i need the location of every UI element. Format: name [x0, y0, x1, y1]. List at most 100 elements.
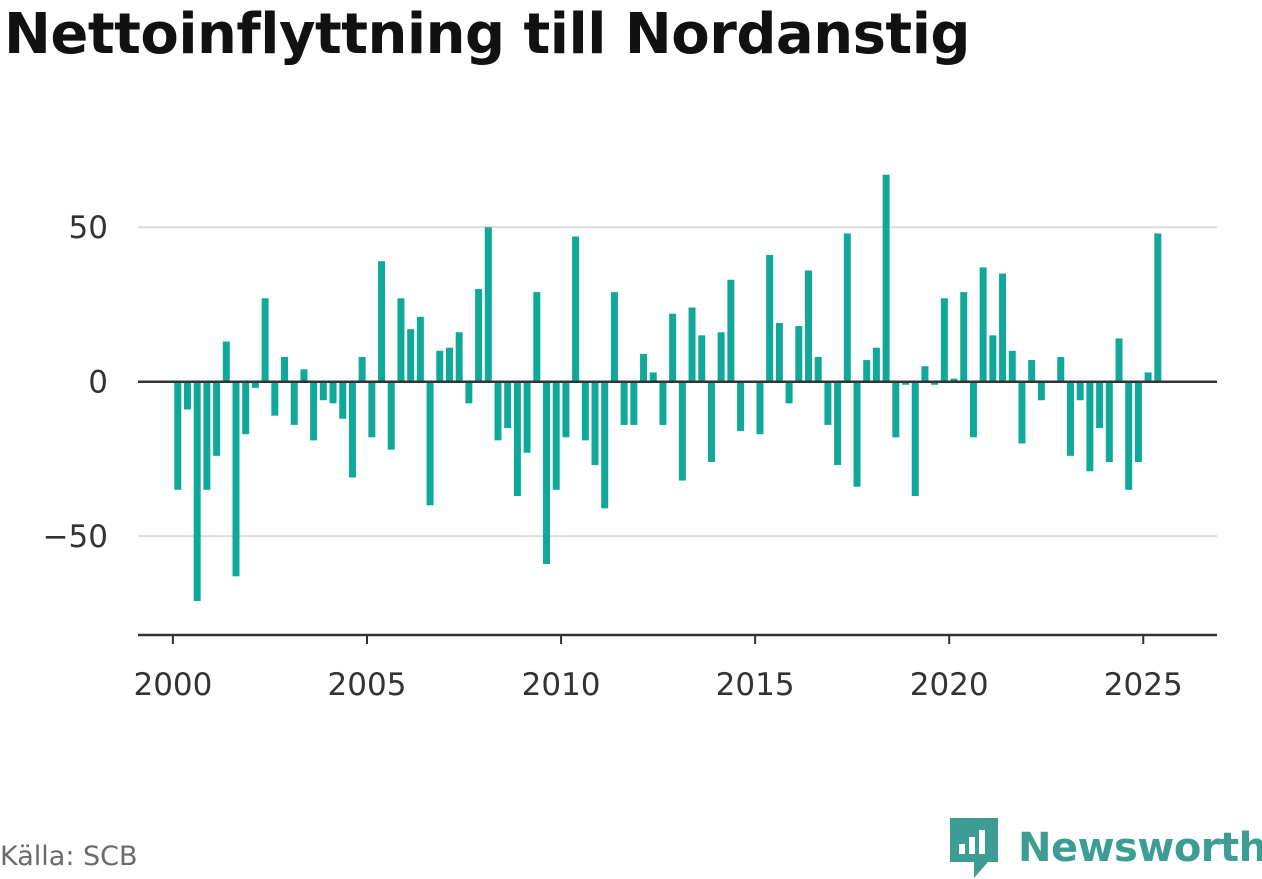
bar	[1144, 372, 1152, 382]
bar	[261, 298, 269, 382]
bar	[348, 381, 356, 478]
bar	[766, 255, 774, 382]
bar	[979, 267, 987, 382]
bar	[805, 270, 812, 382]
y-axis: 50 0 −50	[43, 210, 108, 555]
bar	[1008, 350, 1016, 382]
bar	[465, 381, 473, 404]
bar	[678, 381, 686, 481]
source-note: Källa: SCB	[0, 841, 138, 872]
bar	[911, 381, 919, 496]
bar	[281, 356, 289, 382]
bar	[756, 381, 764, 435]
bar	[872, 347, 880, 382]
bar	[222, 341, 230, 382]
bar	[572, 236, 580, 382]
bar	[1154, 233, 1162, 382]
bar	[960, 292, 968, 382]
bar	[698, 335, 706, 382]
bar	[1086, 381, 1094, 472]
x-axis: 2000 2005 2010 2015 2020 2025	[133, 633, 1217, 703]
bar	[397, 298, 405, 382]
bar	[892, 381, 900, 438]
bar	[436, 350, 444, 382]
y-tick-label: 0	[88, 365, 108, 401]
bar	[989, 335, 997, 382]
bar	[737, 381, 745, 432]
x-tick-label: 2000	[133, 667, 212, 703]
bar	[1125, 381, 1133, 490]
bar	[300, 369, 308, 382]
bar	[378, 261, 386, 382]
bar	[232, 381, 240, 577]
bar	[591, 381, 599, 466]
bar-series	[174, 174, 1162, 602]
bar	[950, 378, 958, 382]
bar	[407, 329, 415, 382]
bar	[1096, 381, 1104, 429]
bar	[251, 381, 259, 388]
bar	[329, 381, 337, 404]
y-tick-label: −50	[43, 519, 108, 555]
bar	[213, 381, 221, 456]
newsworthy-logo-icon	[950, 818, 998, 878]
bar	[242, 381, 250, 435]
gridlines	[138, 226, 1217, 538]
bar	[193, 381, 201, 602]
x-tick-label: 2010	[522, 667, 601, 703]
bar	[271, 381, 279, 416]
bar	[1028, 360, 1036, 382]
bar	[310, 381, 318, 441]
bar	[843, 233, 851, 382]
bar	[999, 273, 1007, 382]
chart-title: Nettoinflyttning till Nordanstig	[4, 2, 970, 67]
bar	[785, 381, 793, 404]
bar	[475, 289, 483, 382]
bar	[1018, 381, 1026, 444]
bar	[368, 381, 376, 438]
bar	[669, 313, 677, 382]
bar	[1076, 381, 1084, 401]
bar	[921, 366, 929, 382]
bar	[533, 292, 541, 382]
bar	[882, 174, 890, 382]
bar	[1037, 381, 1045, 401]
bar	[504, 381, 512, 429]
bar	[1105, 381, 1113, 463]
x-tick-label: 2020	[910, 667, 989, 703]
bar	[339, 381, 347, 419]
bar	[494, 381, 502, 441]
bar	[358, 356, 366, 382]
bar	[902, 381, 910, 385]
bar	[727, 279, 735, 382]
bar	[426, 381, 434, 506]
bar	[940, 298, 948, 382]
bar	[649, 372, 657, 382]
bar	[387, 381, 395, 450]
bar	[513, 381, 521, 496]
bar	[853, 381, 861, 487]
bar	[1115, 338, 1123, 382]
bar	[659, 381, 667, 425]
bar	[717, 332, 725, 382]
bar	[688, 307, 696, 382]
bar	[203, 381, 211, 490]
bar	[707, 381, 715, 463]
bar	[863, 360, 871, 382]
bar	[1066, 381, 1074, 456]
bar	[416, 316, 424, 382]
bar	[824, 381, 832, 425]
bar	[445, 347, 453, 382]
bar	[834, 381, 842, 466]
bar	[581, 381, 589, 441]
bar	[183, 381, 191, 410]
bar	[455, 332, 463, 382]
x-tick-label: 2005	[328, 667, 407, 703]
bar	[174, 381, 182, 490]
bar	[543, 381, 550, 564]
bar	[640, 353, 648, 382]
bar	[814, 356, 822, 382]
brand-name: Newsworthy	[1018, 825, 1262, 871]
bar	[610, 292, 618, 382]
bar	[552, 381, 560, 490]
